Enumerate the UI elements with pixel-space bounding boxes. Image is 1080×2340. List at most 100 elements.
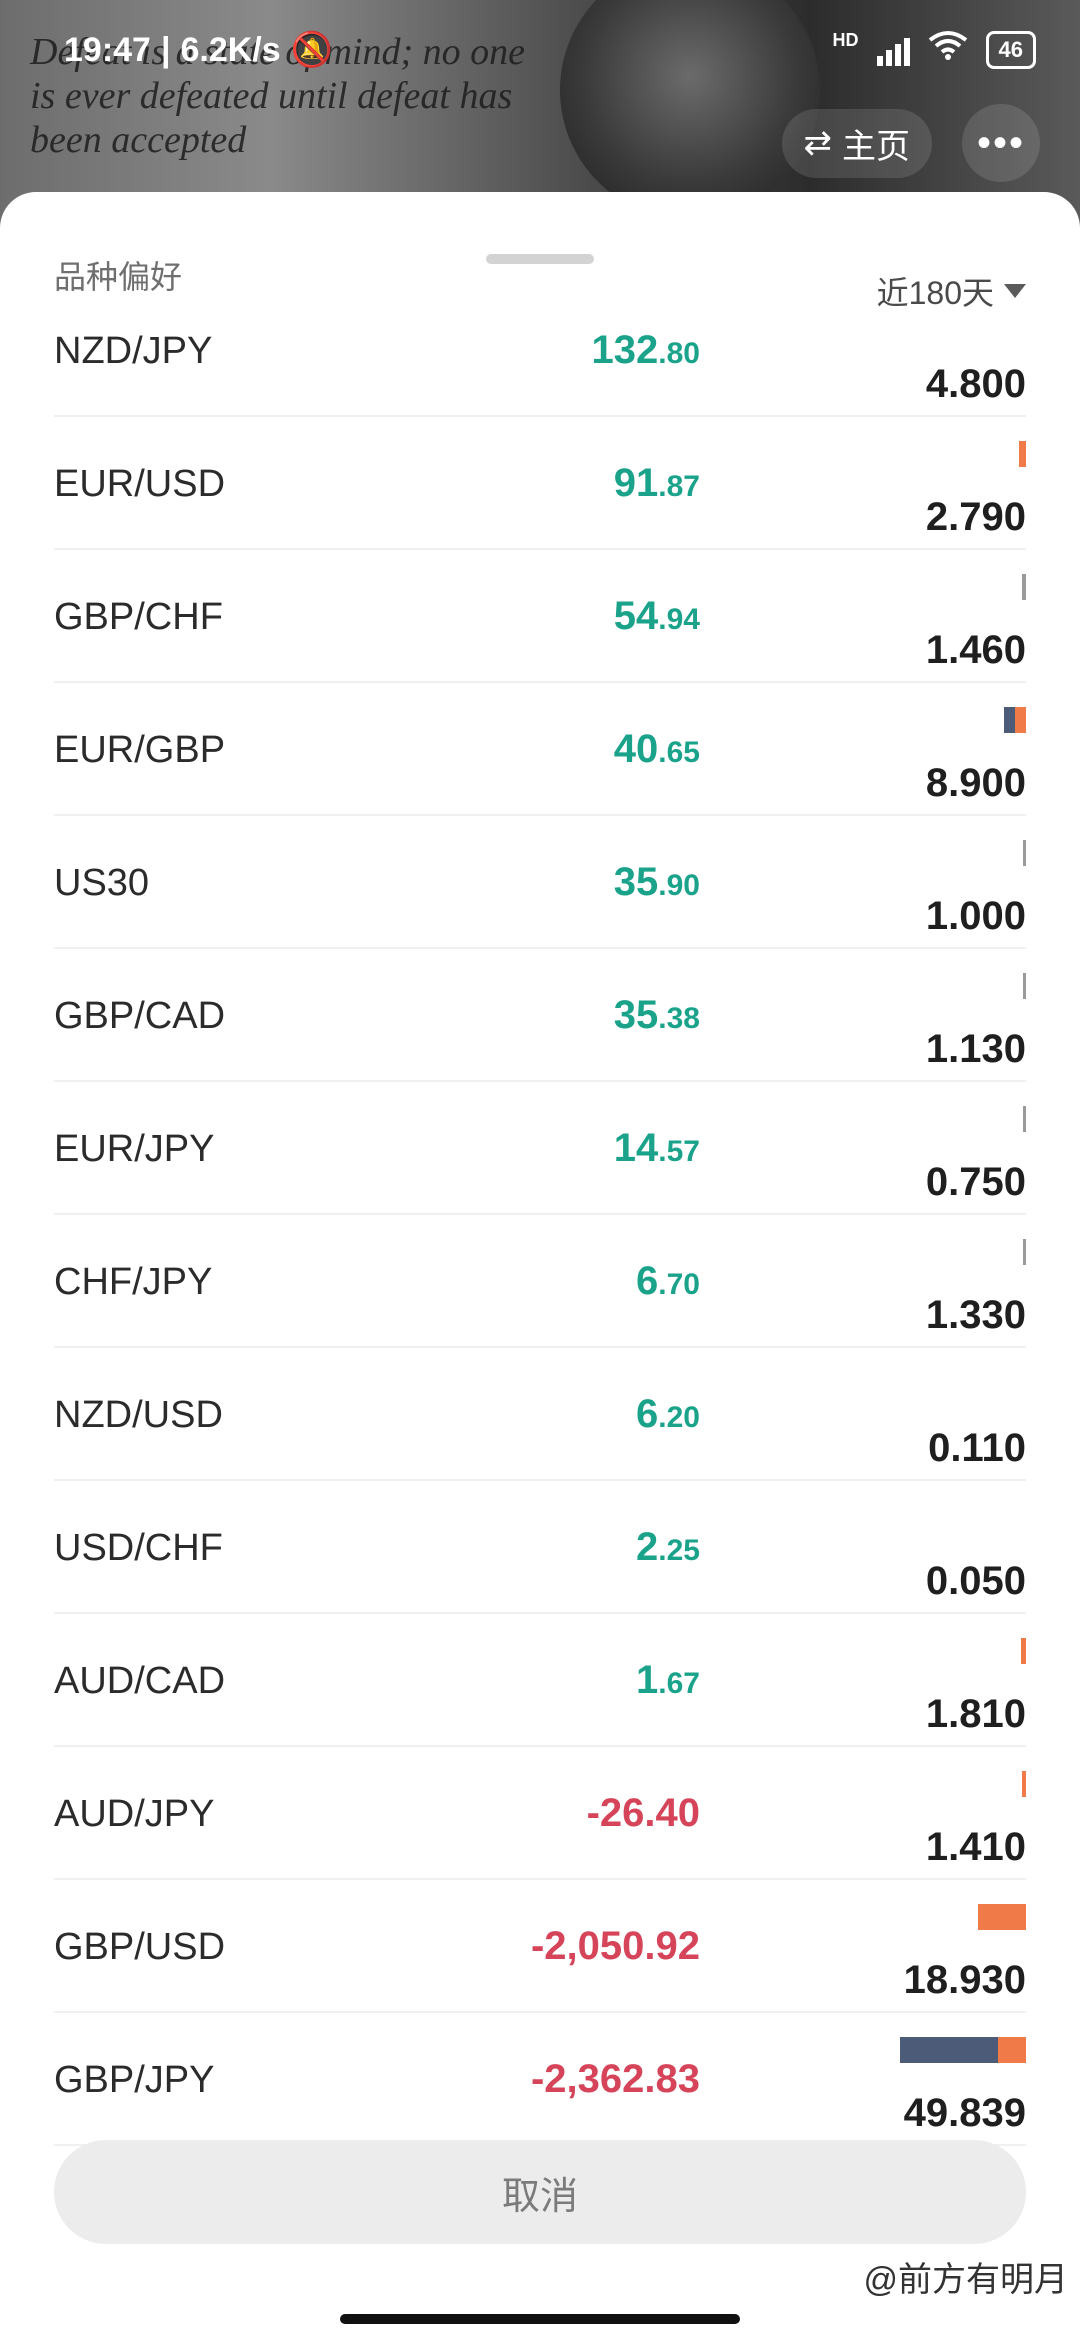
list-item[interactable]: CHF/JPY 6.70 1.330 (54, 1215, 1026, 1348)
list-item[interactable]: US30 35.90 1.000 (54, 816, 1026, 949)
volume-value: 4.800 (925, 362, 1026, 406)
volume-value: 1.410 (925, 1825, 1026, 1869)
bottom-sheet: 品种偏好 近180天 NZD/JPY 132.80 4.800 EUR/USD 91.8… (0, 192, 1080, 2340)
profit-value: 6.70 (636, 1259, 700, 1304)
watermark: @前方有明月 (863, 2252, 1068, 2301)
volume-value: 1.130 (925, 1027, 1026, 1071)
list-item[interactable]: GBP/CHF 54.94 1.460 (54, 550, 1026, 683)
volume-value: 18.930 (903, 1958, 1026, 2002)
volume-bar-gray-segment (1023, 1106, 1026, 1132)
volume-bar-gray-segment (1023, 1239, 1026, 1265)
profit-integer: 132 (591, 328, 659, 372)
symbol-label: EUR/USD (54, 463, 226, 505)
list-item[interactable]: EUR/GBP 40.65 8.900 (54, 683, 1026, 816)
period-label: 近180天 (876, 275, 994, 311)
profit-decimal: .80 (658, 337, 700, 370)
list-item[interactable]: GBP/CAD 35.38 1.130 (54, 949, 1026, 1082)
list-item[interactable]: EUR/USD 91.87 2.790 (54, 417, 1026, 550)
volume-value: 8.900 (925, 761, 1026, 805)
profit-integer: 2 (636, 1525, 659, 1569)
home-indicator[interactable] (340, 2314, 740, 2324)
volume-bar-orange-segment (998, 2037, 1026, 2063)
home-label: 主页 (842, 127, 910, 166)
profit-decimal: .87 (658, 470, 700, 503)
profit-value: -26.40 (587, 1791, 700, 1836)
volume-bar-gray-segment (1022, 574, 1026, 600)
profit-value: 35.90 (614, 860, 700, 905)
profit-value: 54.94 (614, 594, 700, 639)
symbol-label: US30 (54, 862, 150, 904)
profit-decimal: .67 (658, 1667, 700, 1700)
volume-bar-orange-segment (1022, 1771, 1026, 1797)
volume-value: 0.750 (925, 1160, 1026, 1204)
volume-bar (1023, 973, 1026, 999)
symbol-label: CHF/JPY (54, 1261, 213, 1303)
profit-decimal: .65 (658, 736, 700, 769)
symbol-label: AUD/CAD (54, 1660, 226, 1702)
volume-bar (1023, 1239, 1026, 1265)
symbol-label: EUR/JPY (54, 1128, 215, 1170)
profit-integer: 54 (613, 594, 659, 638)
volume-value: 0.050 (925, 1559, 1026, 1603)
profit-value: 6.20 (636, 1392, 700, 1437)
list-item[interactable]: GBP/USD -2,050.92 18.930 (54, 1880, 1026, 2013)
profit-value: -2,362.83 (531, 2057, 700, 2102)
profit-decimal: .57 (658, 1135, 700, 1168)
profit-value: 2.25 (636, 1525, 700, 1570)
watermark-text: @前方有明月 (863, 2261, 1068, 2299)
symbol-label: AUD/JPY (54, 1793, 215, 1835)
list-item[interactable]: AUD/CAD 1.67 1.810 (54, 1614, 1026, 1747)
period-selector[interactable]: 近180天 (877, 268, 1026, 314)
symbol-label: EUR/GBP (54, 729, 226, 771)
volume-value: 2.790 (925, 495, 1026, 539)
drag-handle[interactable] (486, 254, 594, 264)
list-item[interactable]: AUD/JPY -26.40 1.410 (54, 1747, 1026, 1880)
wifi-icon (928, 30, 968, 69)
volume-value: 49.839 (903, 2091, 1026, 2135)
volume-bar (978, 1904, 1026, 1930)
list-item[interactable]: USD/CHF 2.25 0.050 (54, 1481, 1026, 1614)
list-item[interactable]: NZD/JPY 132.80 4.800 (54, 326, 1026, 417)
volume-value: 0.110 (928, 1426, 1026, 1470)
symbol-label: GBP/USD (54, 1926, 226, 1968)
cancel-button[interactable]: 取消 (54, 2140, 1026, 2244)
symbol-list[interactable]: NZD/JPY 132.80 4.800 EUR/USD 91.87 2.790 GBP/C… (0, 326, 1080, 2226)
profit-value: -2,050.92 (531, 1924, 700, 1969)
background-quote: Defeat is a state of mind; no one is eve… (30, 31, 525, 161)
symbol-label: GBP/JPY (54, 2059, 215, 2101)
profit-integer: -26.40 (586, 1791, 700, 1835)
volume-bar-blue-segment (900, 2037, 998, 2063)
profit-integer: 35 (613, 860, 659, 904)
profit-decimal: .94 (658, 603, 700, 636)
mute-bell-icon: 🔕 (290, 31, 334, 69)
volume-bar (900, 2037, 1026, 2063)
profit-integer: 35 (613, 993, 659, 1037)
battery-icon: 46 (985, 30, 1036, 69)
profit-integer: 1 (636, 1658, 659, 1702)
profit-value: 1.67 (636, 1658, 700, 1703)
list-item[interactable]: EUR/JPY 14.57 0.750 (54, 1082, 1026, 1215)
volume-bar (1023, 840, 1026, 866)
status-bar: 19:47 | 6.2K/s 🔕 HD 46 (0, 22, 1080, 78)
list-item[interactable]: GBP/JPY -2,362.83 49.839 (54, 2013, 1026, 2146)
profit-decimal: .25 (658, 1534, 700, 1567)
volume-bar (1022, 1771, 1026, 1797)
volume-bar-gray-segment (1023, 840, 1026, 866)
volume-bar-orange-segment (1015, 707, 1026, 733)
list-item[interactable]: NZD/USD 6.20 0.110 (54, 1348, 1026, 1481)
volume-bar (1004, 707, 1026, 733)
profit-value: 14.57 (614, 1126, 700, 1171)
symbol-label: NZD/USD (54, 1394, 223, 1436)
more-icon[interactable]: ••• (962, 104, 1040, 182)
volume-bar-orange-segment (978, 1904, 1026, 1930)
home-button[interactable]: ⇄ 主页 (781, 108, 932, 178)
profit-value: 35.38 (614, 993, 700, 1038)
volume-value: 1.000 (925, 894, 1026, 938)
profit-integer: 40 (613, 727, 659, 771)
profit-value: 91.87 (614, 461, 700, 506)
profit-decimal: .90 (658, 869, 700, 902)
volume-bar (1019, 441, 1026, 467)
profit-value: 132.80 (592, 328, 700, 373)
profit-integer: 91 (613, 461, 659, 505)
network-speed: 6.2K/s (180, 30, 281, 69)
